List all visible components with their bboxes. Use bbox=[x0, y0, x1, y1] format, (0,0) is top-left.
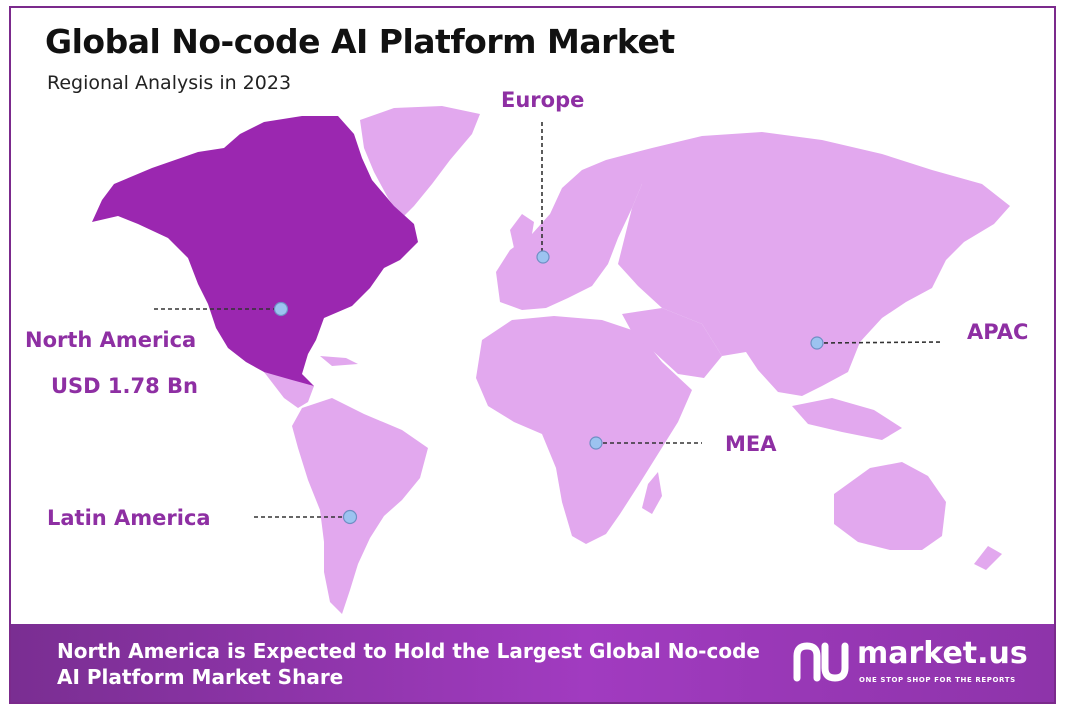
madagascar-shape bbox=[642, 472, 662, 514]
europe-shape bbox=[496, 160, 642, 310]
australia-shape bbox=[834, 462, 946, 550]
japan-shape bbox=[894, 248, 922, 300]
asia-shape bbox=[606, 132, 1010, 396]
apac-marker bbox=[810, 336, 824, 350]
greenland-shape bbox=[360, 106, 480, 218]
market-us-logo-icon bbox=[793, 642, 849, 682]
north-america-shape bbox=[92, 116, 418, 400]
central-america-shape bbox=[264, 372, 314, 408]
caribbean-shape bbox=[320, 356, 358, 366]
logo-tagline: ONE STOP SHOP FOR THE REPORTS bbox=[859, 676, 1016, 684]
north-america-label: North America bbox=[25, 328, 197, 352]
europe-marker bbox=[536, 250, 550, 264]
southeast-asia-shape bbox=[792, 398, 902, 440]
banner-text: North America is Expected to Hold the La… bbox=[57, 639, 760, 689]
chart-title: Global No-code AI Platform Market bbox=[45, 22, 675, 61]
africa-shape bbox=[476, 316, 692, 544]
middle-east-shape bbox=[622, 308, 722, 378]
mea-label: MEA bbox=[725, 432, 777, 456]
new-zealand-shape bbox=[974, 546, 1002, 570]
footer-banner: North America is Expected to Hold the La… bbox=[11, 624, 1054, 702]
logo-name: market.us bbox=[857, 636, 1028, 671]
latin-america-marker bbox=[342, 509, 358, 525]
mea-marker bbox=[589, 436, 603, 450]
north-america-value: USD 1.78 Bn bbox=[51, 374, 198, 398]
infographic-frame: Global No-code AI Platform Market Region… bbox=[9, 6, 1056, 704]
south-america-shape bbox=[292, 398, 428, 614]
europe-label: Europe bbox=[501, 88, 585, 112]
world-map bbox=[92, 106, 1010, 614]
latin-america-label: Latin America bbox=[47, 506, 211, 530]
chart-subtitle: Regional Analysis in 2023 bbox=[47, 72, 292, 94]
apac-label: APAC bbox=[967, 320, 1029, 344]
north-america-marker bbox=[273, 301, 289, 317]
market-us-logo[interactable]: market.us ONE STOP SHOP FOR THE REPORTS bbox=[791, 636, 1041, 692]
uk-shape bbox=[510, 214, 534, 248]
